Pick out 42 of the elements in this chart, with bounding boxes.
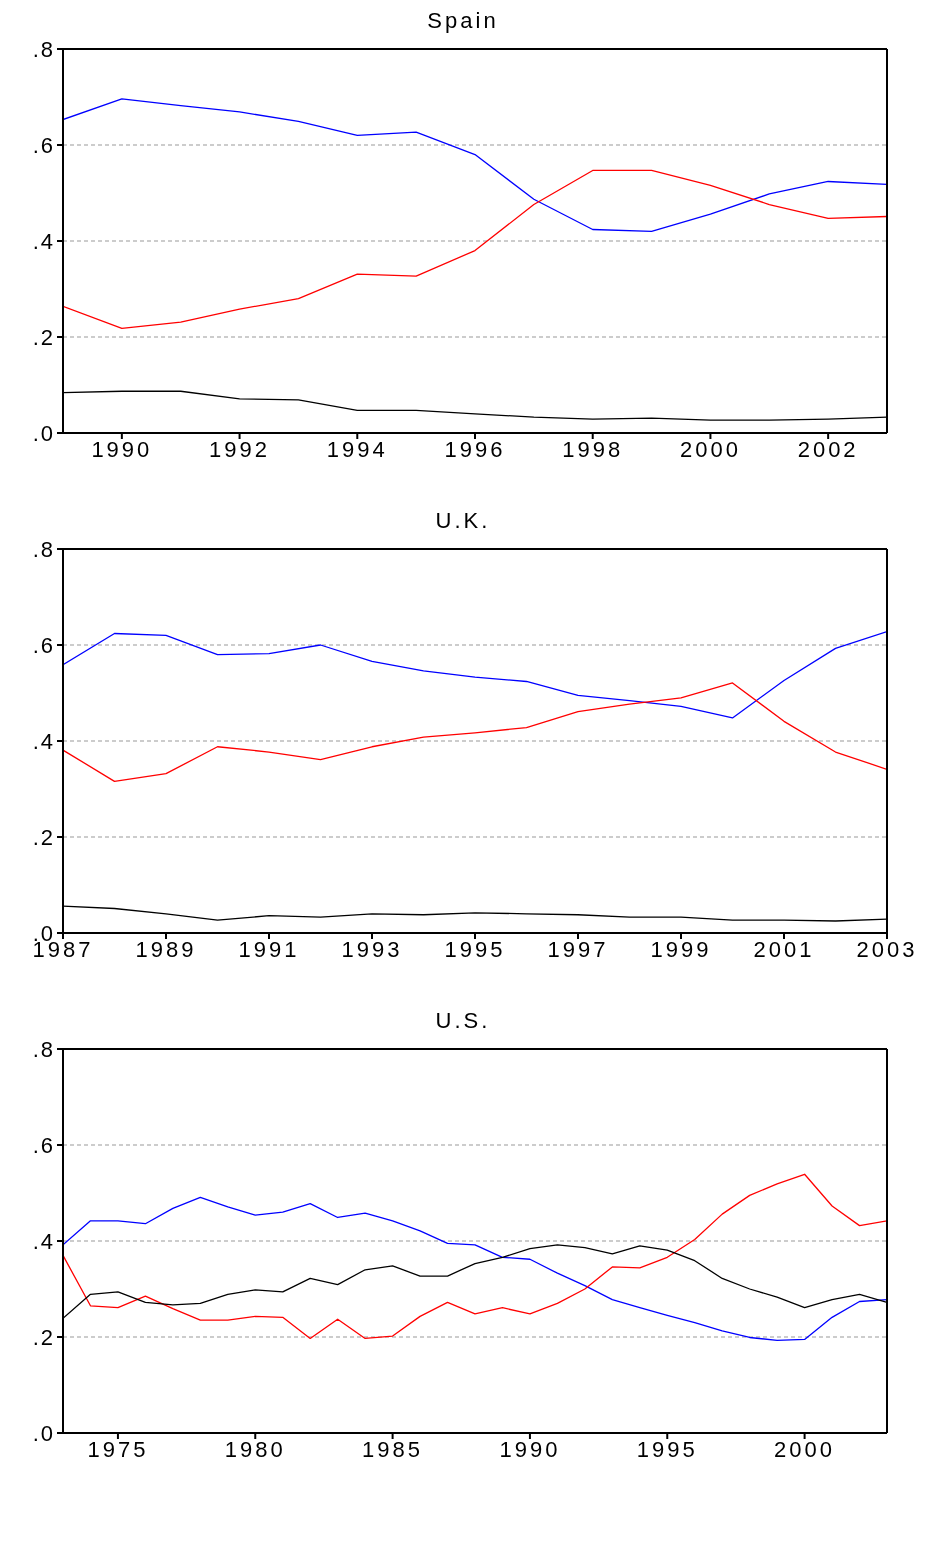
x-tick-label: 2002: [797, 436, 859, 462]
x-tick-label: 2000: [679, 436, 741, 462]
y-tick-label: .8: [32, 36, 55, 62]
x-tick-label: 1994: [326, 436, 388, 462]
x-tick-label: 2000: [774, 1436, 836, 1462]
y-tick-label: .2: [32, 1324, 55, 1350]
y-tick-label: .4: [32, 728, 55, 754]
y-tick-label: .8: [32, 1036, 55, 1062]
x-tick-label: 1985: [362, 1436, 424, 1462]
x-tick-label: 1980: [224, 1436, 286, 1462]
y-tick-label: .0: [32, 1420, 55, 1446]
y-tick-label: .4: [32, 1228, 55, 1254]
y-tick-label: .6: [32, 632, 55, 658]
x-tick-label: 2001: [753, 936, 815, 962]
line-series: [63, 682, 887, 782]
chart-title: Spain: [426, 8, 500, 34]
line-series: [63, 98, 887, 233]
y-tick-label: .0: [32, 420, 55, 446]
y-tick-label: .6: [32, 1132, 55, 1158]
x-tick-label: 1999: [650, 936, 712, 962]
x-tick-label: 1997: [547, 936, 609, 962]
y-tick-label: .4: [32, 228, 55, 254]
y-tick-label: .2: [32, 824, 55, 850]
x-tick-label: 1995: [444, 936, 506, 962]
y-tick-label: .2: [32, 324, 55, 350]
x-tick-label: 1995: [636, 1436, 698, 1462]
x-tick-label: 1989: [135, 936, 197, 962]
chart-title: U.S.: [434, 1008, 492, 1034]
x-tick-label: 1975: [87, 1436, 149, 1462]
x-tick-label: 1991: [238, 936, 300, 962]
y-tick-label: .8: [32, 536, 55, 562]
x-tick-label: 1996: [444, 436, 506, 462]
chart-title: U.K.: [434, 508, 492, 534]
x-tick-label: 1998: [562, 436, 624, 462]
x-tick-label: 2003: [856, 936, 918, 962]
line-series: [63, 169, 887, 330]
x-tick-label: 1993: [341, 936, 403, 962]
x-tick-label: 1990: [499, 1436, 561, 1462]
y-tick-label: .6: [32, 132, 55, 158]
x-tick-label: 1992: [209, 436, 271, 462]
x-tick-label: 1990: [91, 436, 153, 462]
line-series: [63, 630, 887, 719]
